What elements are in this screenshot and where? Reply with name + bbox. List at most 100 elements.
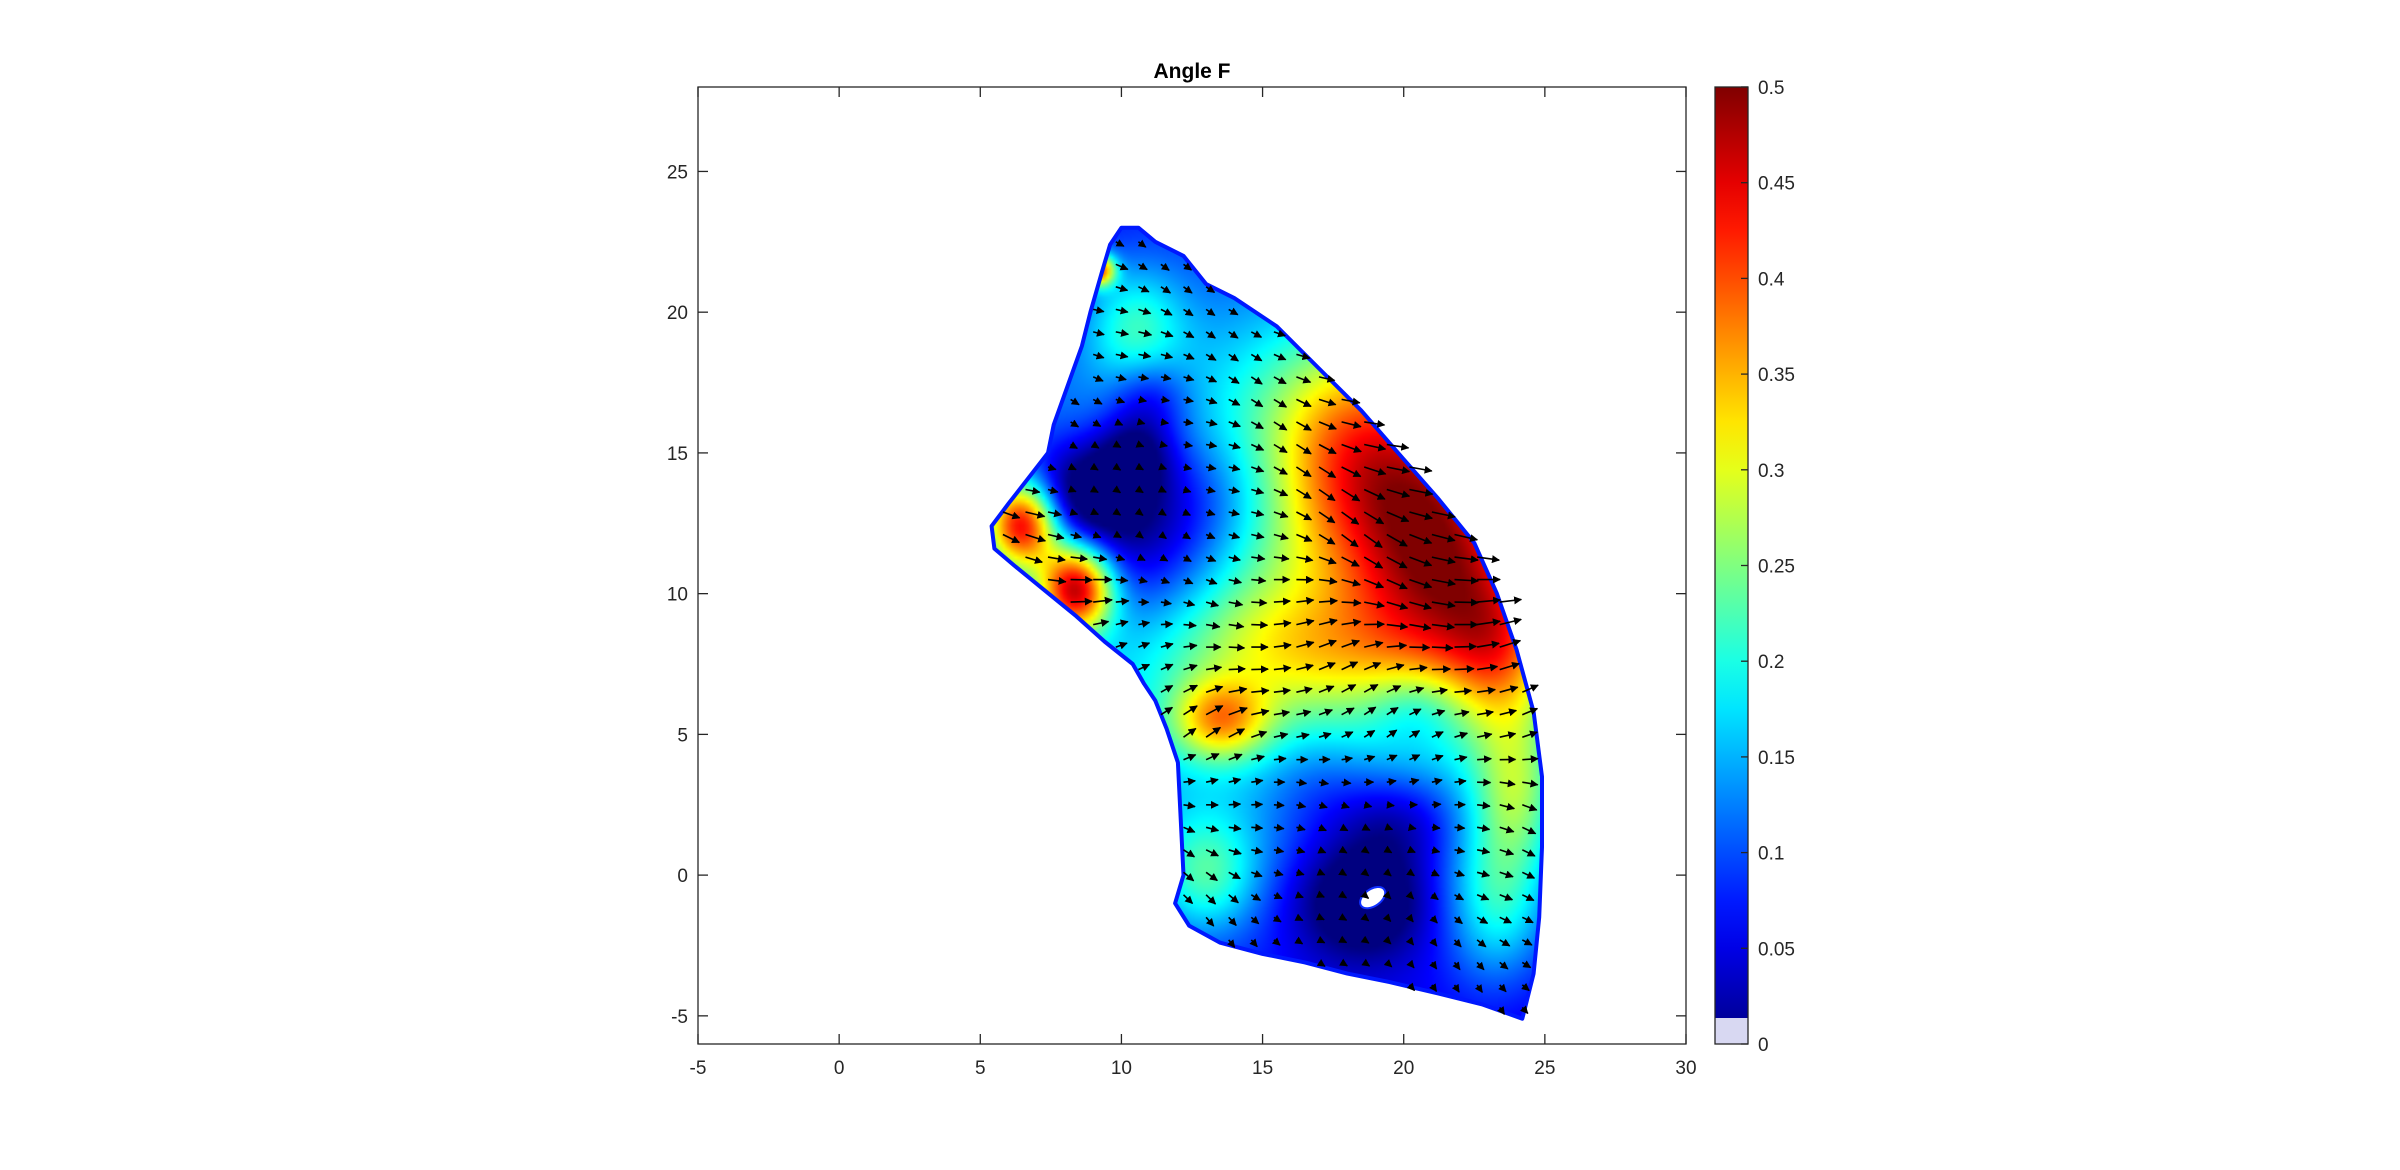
quiver-arrow (1070, 531, 1083, 540)
quiver-arrow (1454, 915, 1463, 925)
quiver-arrow (1318, 398, 1337, 407)
quiver-arrow (1318, 421, 1337, 430)
quiver-arrow (1476, 961, 1485, 971)
quiver-arrow (1182, 894, 1194, 904)
quiver-arrow (1160, 620, 1174, 629)
quiver-arrow (1025, 533, 1047, 543)
quiver-arrow (1205, 308, 1216, 317)
quiver-arrow (1070, 597, 1093, 606)
quiver-arrow (1338, 935, 1348, 944)
x-axis: -5 0 5 10 15 20 25 30 (690, 87, 1697, 1079)
quiver-arrow (1228, 686, 1248, 695)
quiver-arrow (1318, 685, 1335, 693)
quiver-arrow (1360, 890, 1370, 900)
quiver-arrow (1521, 915, 1534, 924)
quiver-arrow (1273, 466, 1288, 475)
quiver-arrow (1228, 577, 1243, 585)
quiver-arrow (1093, 306, 1105, 315)
quiver-arrow (1228, 871, 1241, 880)
quiver-arrow (1112, 462, 1122, 471)
quiver-arrow (1251, 665, 1269, 674)
quiver-arrow (1115, 306, 1129, 315)
quiver-arrow (1360, 845, 1370, 854)
quiver-arrow (1386, 663, 1405, 671)
quiver-arrow (1454, 731, 1469, 740)
colorbar-tick-label: 0.5 (1758, 78, 1784, 99)
quiver-arrow (1251, 754, 1265, 763)
y-tick-label: 10 (667, 585, 688, 606)
quiver-arrow (1205, 726, 1222, 738)
quiver-arrow (1363, 556, 1384, 569)
quiver-arrow (1112, 485, 1122, 494)
quiver-arrow (1228, 531, 1241, 540)
quiver-arrow (1340, 801, 1350, 809)
quiver-arrow (1115, 239, 1125, 247)
colorbar-tick-label: 0.1 (1758, 844, 1784, 865)
quiver-arrow (1318, 556, 1337, 565)
quiver-arrow (1296, 421, 1312, 431)
quiver-arrow (1047, 554, 1066, 563)
quiver-arrow (1205, 894, 1217, 905)
quiver-arrow (1318, 533, 1336, 545)
quiver-arrow (1409, 664, 1428, 673)
quiver-arrow (1251, 870, 1263, 878)
quiver-arrow (1341, 488, 1361, 502)
quiver-arrow (1228, 753, 1243, 761)
quiver-arrow (1183, 753, 1197, 762)
quiver-arrow (1363, 754, 1376, 763)
quiver-arrow (1296, 511, 1313, 521)
quiver-arrow (1205, 777, 1219, 785)
y-tick-label: 20 (667, 303, 688, 324)
colorbar-tick-label: 0.15 (1758, 748, 1795, 769)
quiver-arrow (1249, 938, 1258, 948)
quiver-arrow (1114, 418, 1124, 426)
quiver-arrow (1454, 892, 1465, 901)
quiver-arrow (1341, 421, 1362, 429)
quiver-arrow (1406, 868, 1415, 877)
quiver-arrow (1115, 329, 1130, 337)
quiver-arrow (1318, 443, 1337, 455)
quiver-arrow (1315, 890, 1325, 898)
quiver-arrow (1251, 531, 1265, 540)
quiver-arrow (1476, 618, 1501, 627)
quiver-arrow (1296, 375, 1312, 384)
quiver-arrow (1205, 599, 1220, 608)
quiver-arrow (1361, 823, 1371, 831)
quiver-arrow (1364, 600, 1385, 609)
colorbar-tick-label: 0.05 (1758, 939, 1795, 960)
quiver-arrow (1497, 1006, 1506, 1015)
quiver-arrow (1429, 937, 1438, 947)
quiver-arrow (1499, 802, 1516, 811)
quiver-arrow (1409, 488, 1434, 497)
quiver-arrow (1386, 488, 1411, 498)
colorbar-tick-label: 0.45 (1758, 174, 1795, 195)
quiver-arrow (1318, 639, 1337, 648)
quiver-arrow (1047, 486, 1059, 495)
quiver-arrow (1228, 420, 1241, 428)
quiver-arrow (1273, 687, 1291, 696)
x-tick-label: 15 (1252, 1058, 1273, 1079)
quiver-arrow (1295, 488, 1312, 500)
quiver-arrow (1047, 576, 1067, 585)
quiver-arrow (1273, 664, 1292, 673)
quiver-arrow (1317, 846, 1327, 854)
quiver-arrow (1090, 507, 1100, 516)
quiver-arrow (1205, 871, 1218, 882)
colorbar-tick-label: 0 (1758, 1035, 1769, 1056)
quiver-arrow (1138, 663, 1151, 672)
quiver-arrow (1250, 421, 1264, 430)
quiver-arrow (1135, 462, 1145, 471)
quiver-arrow (1317, 823, 1327, 832)
quiver-arrow (1363, 488, 1386, 500)
quiver-arrow (1499, 708, 1518, 717)
quiver-arrow (1315, 913, 1325, 921)
quiver-arrow (1361, 958, 1371, 967)
quiver-arrow (1182, 531, 1191, 540)
quiver-arrow (1112, 440, 1122, 448)
quiver-arrow (1160, 351, 1174, 360)
quiver-arrow (1429, 891, 1439, 901)
quiver-arrow (1160, 395, 1170, 404)
quiver-arrow (1251, 620, 1269, 629)
quiver-arrow (1454, 665, 1475, 674)
quiver-arrow (1205, 375, 1218, 383)
